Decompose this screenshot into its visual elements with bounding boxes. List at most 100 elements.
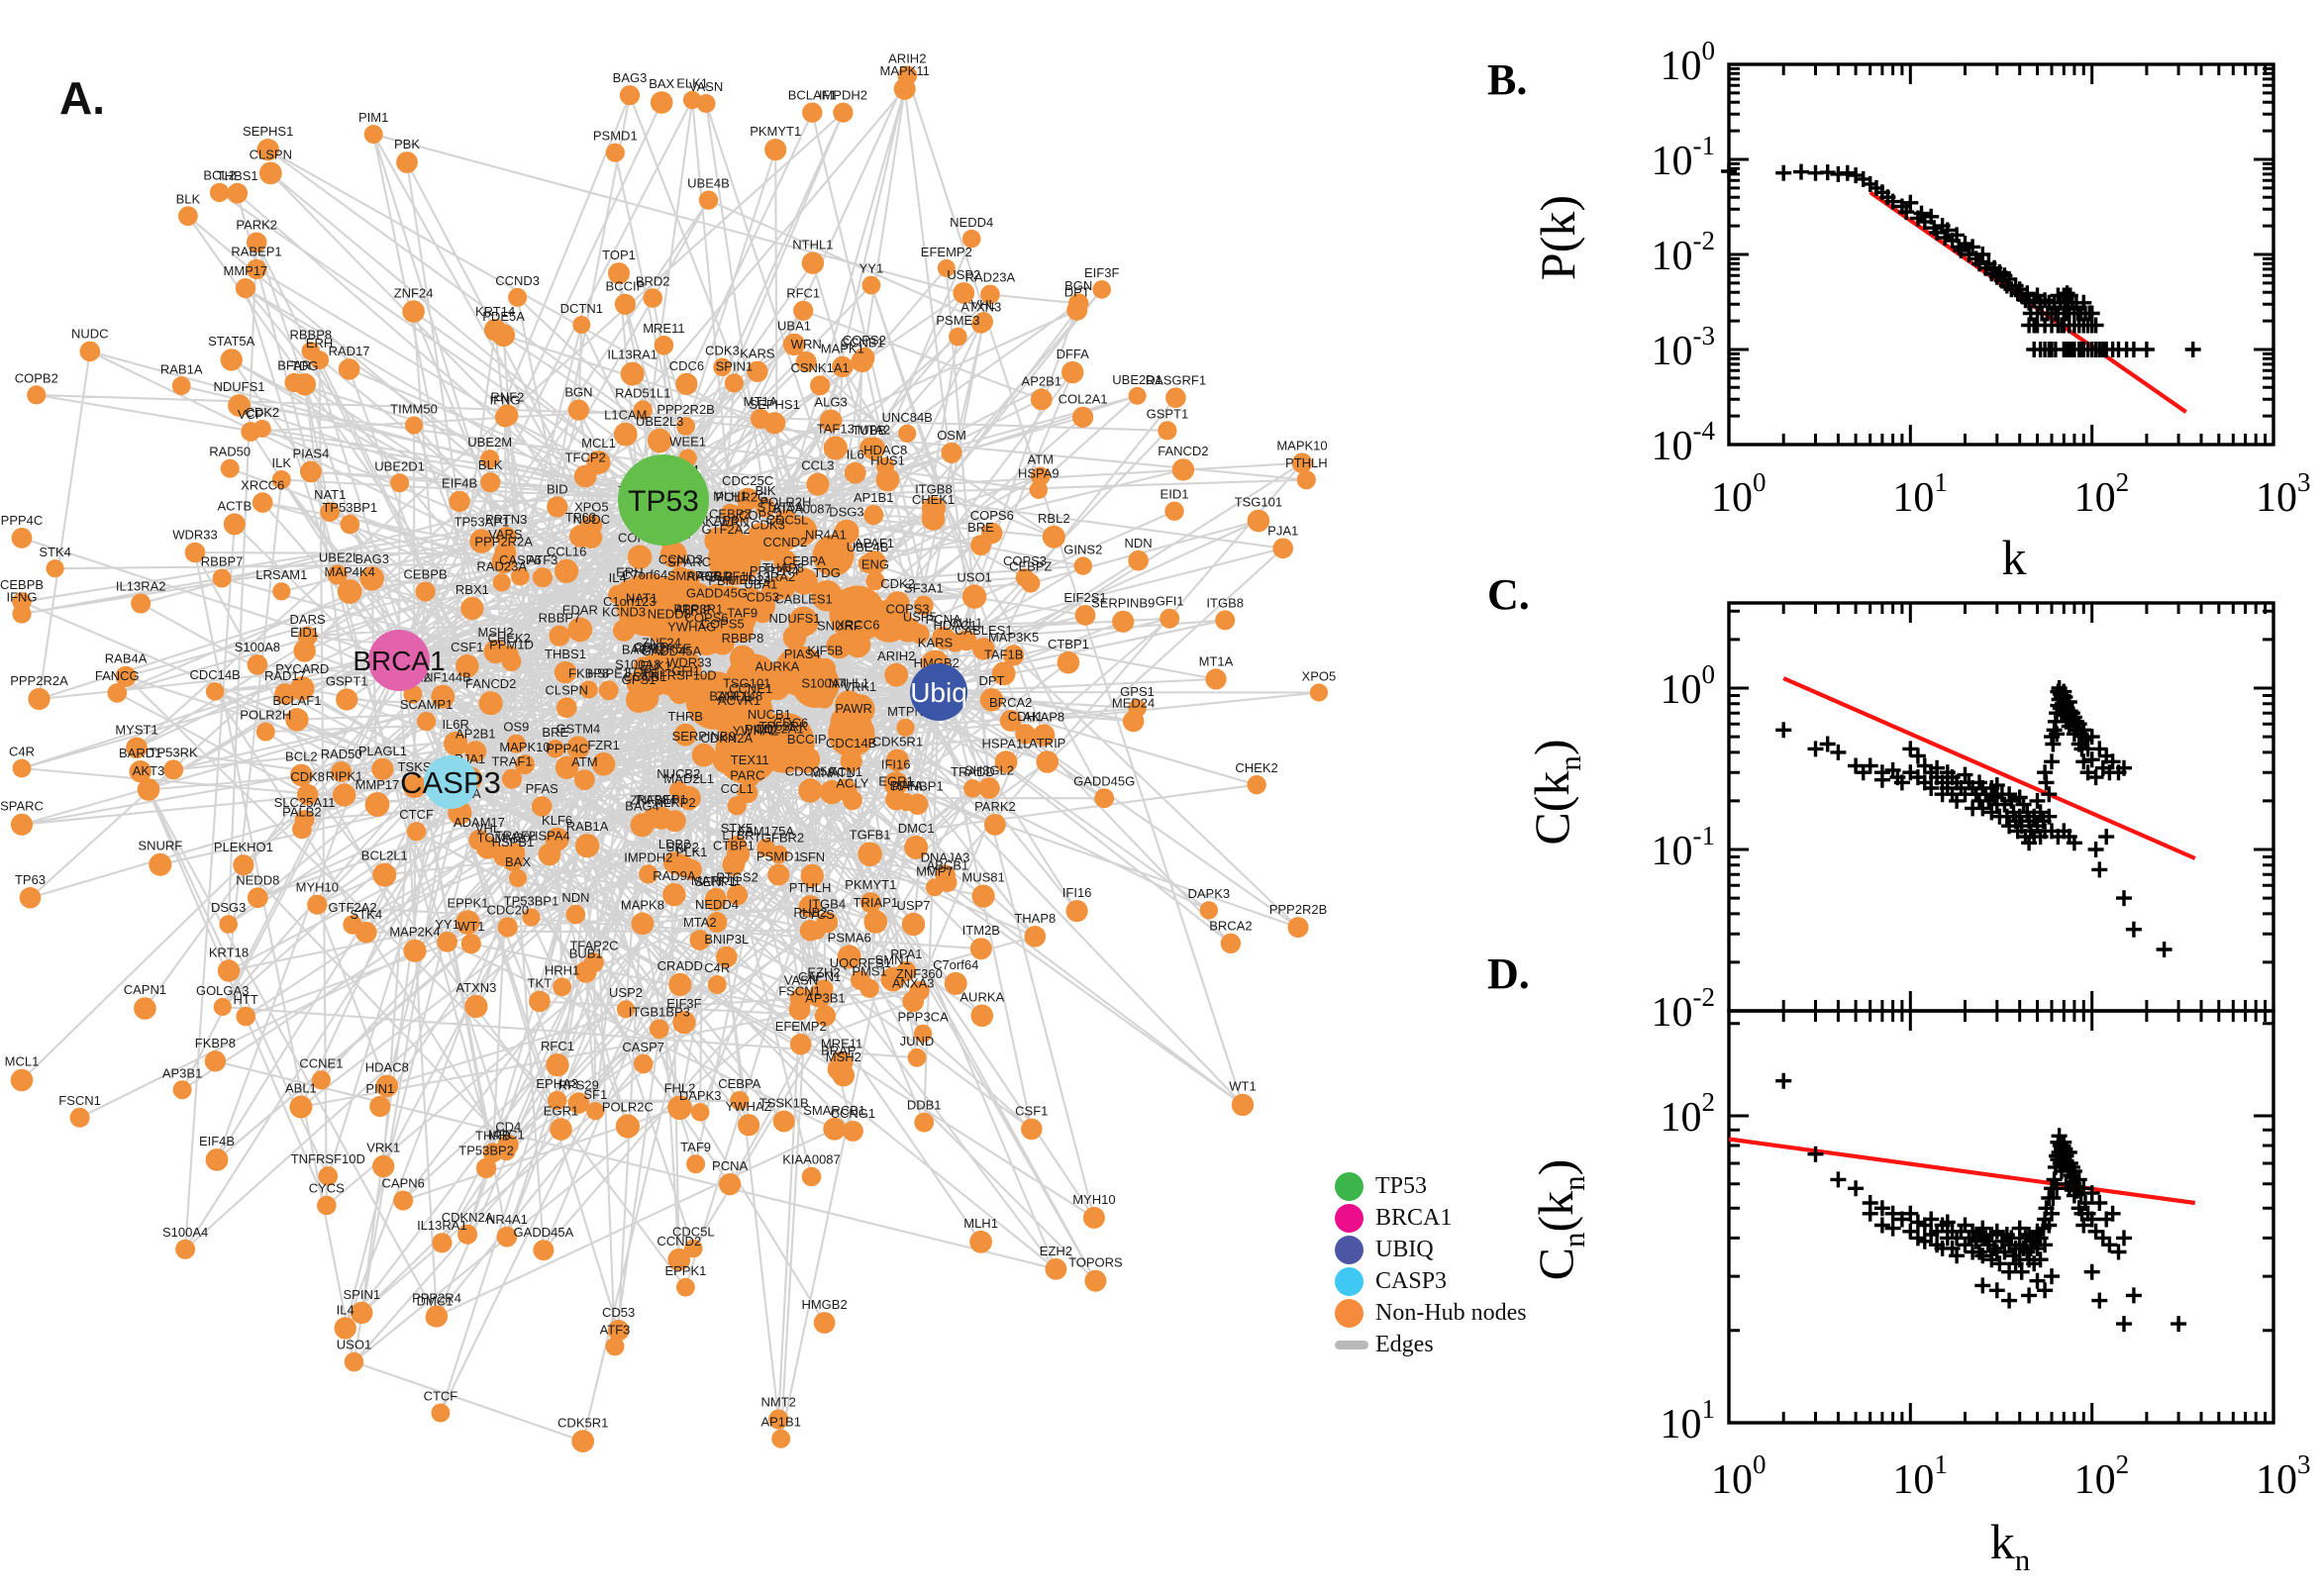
- network-node: [532, 567, 554, 588]
- network-node: [359, 566, 385, 591]
- node-label: GADD45A: [641, 644, 701, 658]
- node-label: MAP2K4: [389, 925, 440, 940]
- network-node: [676, 786, 701, 811]
- network-node: [768, 1409, 789, 1430]
- network-node: [1247, 509, 1270, 533]
- network-node: [317, 1195, 337, 1216]
- network-node: [823, 436, 848, 460]
- network-node: [643, 288, 662, 308]
- network-node: [712, 745, 742, 774]
- node-label: MYST1: [115, 723, 157, 738]
- network-node: [580, 514, 603, 537]
- node-label: COPB2: [15, 370, 58, 385]
- node-label: UBE2I: [319, 550, 356, 565]
- node-label: ATRIP: [674, 603, 711, 618]
- network-node: [69, 1107, 90, 1128]
- node-label: RFC1: [786, 286, 820, 301]
- node-label: STK4: [351, 907, 383, 922]
- node-label: SMARCB1: [667, 568, 730, 583]
- node-label: COPS5: [701, 616, 745, 631]
- network-node: [978, 777, 1000, 799]
- node-label: VHL: [475, 821, 500, 836]
- network-node: [935, 864, 956, 885]
- network-node: [405, 416, 423, 435]
- network-node: [522, 908, 541, 927]
- node-label: HMGB2: [801, 1297, 847, 1312]
- node-label: WT1: [1229, 1079, 1256, 1094]
- node-label: CD4: [495, 1120, 521, 1135]
- node-label: THRB: [475, 1128, 510, 1143]
- network-node: [483, 319, 507, 342]
- node-label: THRB: [668, 709, 703, 724]
- node-label: YY1: [859, 261, 884, 276]
- network-node: [219, 915, 238, 934]
- network-node: [883, 771, 908, 796]
- network-node: [811, 580, 843, 612]
- node-label: CD53: [602, 1305, 635, 1320]
- node-label: MAPK10: [499, 740, 550, 754]
- node-label: THBS1: [545, 647, 586, 661]
- node-label: POLR2C: [602, 1099, 654, 1114]
- node-label: FANCD2: [465, 676, 516, 691]
- node-label: CDK3: [705, 344, 740, 358]
- legend-label: UBIQ: [1375, 1236, 1434, 1262]
- node-label: USP2: [609, 985, 643, 1000]
- node-label: DMC1: [417, 1293, 454, 1308]
- node-label: NDUFS1: [213, 379, 264, 394]
- network-node: [800, 863, 824, 888]
- hub-label: CASP3: [400, 765, 501, 800]
- node-label: NDUFS1: [768, 611, 820, 626]
- network-node: [1158, 421, 1177, 441]
- node-label: HDAC8: [365, 1060, 409, 1075]
- tick-label: 10-2: [1652, 226, 1716, 279]
- network-node: [798, 778, 823, 803]
- hub-label: TP53: [628, 485, 699, 518]
- network-node: [178, 206, 198, 227]
- network-node: [371, 757, 394, 781]
- node-label: RAD17: [329, 344, 370, 358]
- network-node: [738, 1114, 760, 1137]
- node-label: BRCA2: [1209, 919, 1252, 934]
- tick-label: 10-2: [1652, 982, 1716, 1036]
- node-label: MNAT1: [811, 765, 854, 780]
- node-label: KARS: [918, 636, 954, 650]
- tp53-node-icon: [1335, 1171, 1364, 1201]
- node-label: KRT18: [209, 945, 249, 959]
- network-node: [858, 842, 882, 866]
- network-node: [417, 712, 437, 732]
- network-node: [832, 1063, 856, 1087]
- node-label: ABCB1: [927, 858, 969, 873]
- node-label: GSPT1: [326, 673, 368, 688]
- node-label: SEPHS1: [750, 397, 800, 412]
- node-label: BAG3: [613, 70, 648, 85]
- node-label: KLF6: [542, 813, 572, 828]
- node-label: IL13RA2: [746, 569, 796, 584]
- network-node: [833, 102, 854, 123]
- node-label: CCNG1: [831, 1106, 876, 1121]
- node-label: YWHAG: [667, 620, 716, 635]
- network-node: [832, 355, 854, 378]
- network-node: [768, 514, 792, 538]
- network-node: [802, 102, 823, 123]
- node-label: ZNF384: [630, 793, 676, 808]
- node-label: PPM1D: [489, 637, 534, 651]
- network-node: [707, 583, 727, 603]
- node-label: NAT1: [626, 590, 657, 605]
- network-node: [1042, 525, 1065, 549]
- network-node: [572, 316, 591, 334]
- node-label: BLK: [478, 457, 503, 472]
- network-node: [236, 1006, 255, 1027]
- network-node: [175, 1239, 196, 1259]
- network-node: [556, 697, 577, 719]
- node-label: NEDD8: [648, 606, 691, 621]
- node-label: AP2B1: [455, 726, 495, 741]
- network-node: [799, 920, 822, 942]
- network-node: [1045, 1257, 1067, 1280]
- node-label: TFAP2C: [569, 938, 618, 952]
- network-node: [1073, 556, 1093, 575]
- network-node: [511, 567, 530, 586]
- network-node: [914, 1024, 933, 1043]
- node-label: IFI16: [1062, 885, 1092, 900]
- network-node: [672, 1011, 696, 1035]
